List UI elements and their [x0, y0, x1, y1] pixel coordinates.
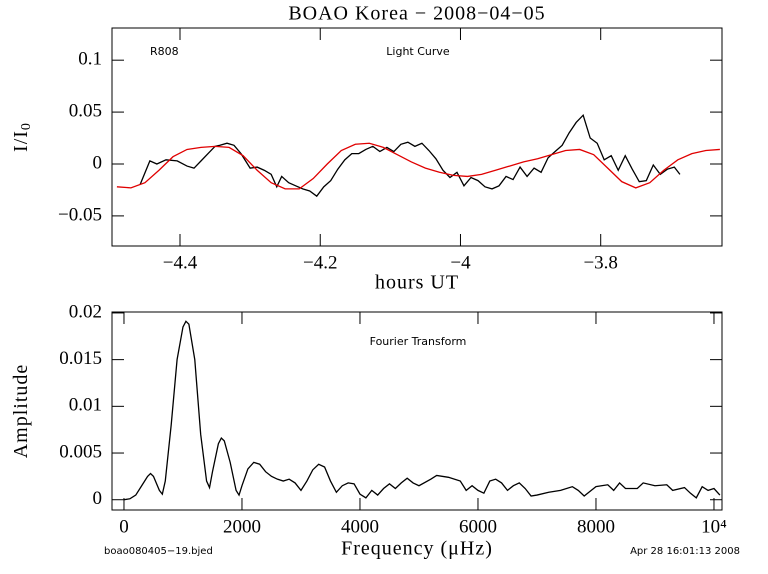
chart-title: BOAO Korea − 2008−04−05 [288, 3, 545, 25]
footer-date: Apr 28 16:01:13 2008 [630, 546, 740, 557]
annotation: R808 [150, 45, 179, 58]
annotation: Fourier Transform [370, 335, 467, 348]
y-tick-label: 0 [93, 488, 103, 509]
y-tick-label: 0.005 [59, 441, 102, 462]
x-tick-label: 2000 [223, 516, 261, 537]
y-tick-label: 0.015 [59, 348, 102, 369]
y-tick-label: 0.1 [78, 49, 102, 70]
x-tick-label: −4.2 [303, 252, 337, 273]
x-tick-label: 10⁴ [701, 516, 727, 537]
y-axis-title: I/I0 [10, 122, 35, 152]
y-tick-label: −0.05 [58, 204, 102, 225]
y-axis-title-sub: 0 [19, 122, 34, 130]
y-axis-title-main: I/I [10, 130, 32, 152]
x-axis-title: Frequency (μHz) [341, 538, 493, 560]
y-tick-label: 0.02 [69, 301, 102, 322]
plot-frame [111, 311, 723, 511]
footer-file: boao080405−19.bjed [104, 546, 213, 557]
y-axis-title-main: Amplitude [10, 364, 32, 459]
data-line [123, 320, 721, 501]
x-tick-label: −4 [450, 252, 471, 273]
x-tick-label: 4000 [341, 516, 379, 537]
x-tick-label: 6000 [459, 516, 497, 537]
x-tick-label: 0 [119, 516, 129, 537]
annotation: Light Curve [386, 45, 450, 58]
data-line [139, 113, 681, 198]
x-tick-label: 8000 [577, 516, 615, 537]
y-tick-label: 0.01 [69, 395, 102, 416]
plot-frame [111, 27, 723, 247]
x-tick-label: −3.8 [583, 252, 617, 273]
data-line [116, 142, 720, 190]
x-axis-title: hours UT [375, 272, 459, 294]
x-tick-label: −4.4 [163, 252, 198, 273]
y-tick-label: 0 [93, 152, 103, 173]
y-axis-title: Amplitude [10, 364, 32, 459]
y-tick-label: 0.05 [69, 100, 102, 121]
